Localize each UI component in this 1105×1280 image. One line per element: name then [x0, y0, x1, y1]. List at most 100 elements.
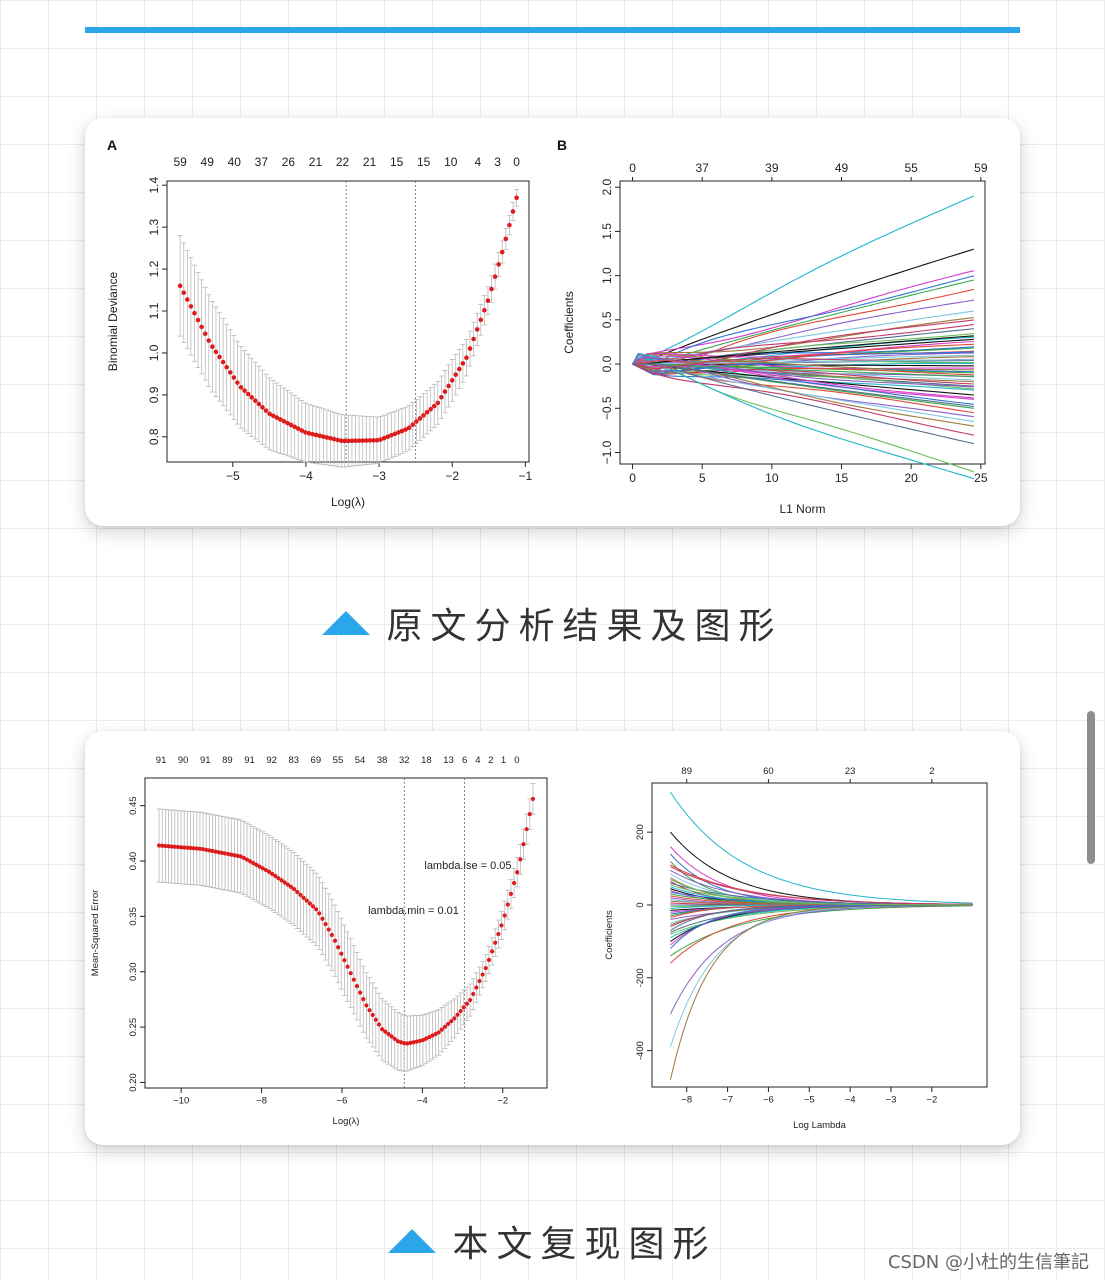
top-axis-label: 4 — [475, 755, 480, 766]
cv-point — [345, 964, 350, 969]
cv-point — [323, 922, 328, 927]
cv-point — [414, 1039, 419, 1044]
cv-point — [342, 958, 347, 963]
cv-point — [464, 355, 469, 361]
coefficient-path-line — [632, 346, 974, 372]
triangle-icon — [388, 1229, 437, 1253]
cv-point — [238, 854, 243, 859]
coefficient-path-line — [632, 324, 974, 369]
cv-point — [449, 378, 455, 383]
cv-point — [172, 844, 177, 849]
cv-point — [288, 884, 294, 889]
cv-point — [392, 1036, 397, 1041]
y-tick-label: 1.3 — [147, 218, 161, 235]
cv-point — [266, 869, 272, 874]
cv-point — [376, 1022, 382, 1027]
cv-point — [507, 222, 512, 228]
cv-point — [499, 249, 505, 255]
coefficient-path-line — [632, 363, 974, 377]
coefficient-path-line — [669, 904, 973, 1048]
cv-point — [478, 317, 484, 323]
original-figures-svg: A B −5 −4 −3 −2 −1 0.8 0.9 1.0 1.1 1.2 1.3 1.4 59 49 4… — [106, 137, 988, 516]
cv-point — [399, 428, 405, 434]
y-tick-label: 0.9 — [147, 386, 161, 403]
top-axis-label: 90 — [178, 755, 189, 766]
y-tick-label: 1.2 — [147, 260, 161, 277]
chart-a-marks — [177, 181, 520, 468]
cv-point — [231, 375, 237, 380]
cv-point — [354, 984, 360, 989]
cv-point — [371, 438, 376, 443]
y-tick-label: 1.4 — [147, 177, 161, 194]
cv-point — [424, 410, 430, 415]
cv-point — [455, 1012, 460, 1017]
x-tick-label: −2 — [926, 1095, 937, 1106]
cv-point — [185, 297, 190, 302]
top-axis-label: 37 — [255, 155, 269, 169]
x-tick-label: 5 — [699, 471, 706, 485]
cv-point — [181, 290, 187, 295]
plot-frame — [651, 782, 988, 1088]
cv-point — [502, 913, 507, 918]
cv-point — [414, 419, 419, 424]
chart-c-marks: lambda.lse = 0.05 lambda.min = 0.01 — [156, 778, 536, 1088]
cv-point — [482, 307, 487, 313]
cv-point — [303, 430, 308, 435]
cv-point — [530, 796, 536, 802]
top-axis-label: 6 — [462, 755, 467, 766]
cv-point — [274, 415, 280, 420]
cv-point — [202, 331, 208, 337]
cv-point — [489, 286, 494, 292]
y-tick-label: 0.30 — [128, 963, 139, 982]
top-axis-label: 4 — [474, 155, 481, 169]
x-tick-label: −6 — [763, 1095, 774, 1106]
cv-point — [424, 1036, 429, 1041]
reproduction-figures-svg: −10 −8 −6 −4 −2 0.20 0.25 0.30 0.35 0.40 0.45 91 90 9… — [90, 755, 988, 1131]
cv-point — [232, 853, 237, 858]
cv-point — [310, 431, 315, 437]
cv-point — [505, 902, 510, 907]
cv-point — [467, 997, 473, 1003]
coefficient-path-line — [632, 279, 975, 365]
coefficient-path-line — [670, 866, 973, 905]
chart-b-lines — [632, 195, 975, 480]
cv-point — [431, 403, 437, 409]
x-tick-label: 10 — [765, 471, 779, 485]
cv-point — [292, 424, 297, 430]
cv-point — [197, 846, 203, 851]
cv-point — [521, 842, 526, 847]
y-tick-label: 200 — [635, 824, 646, 840]
cv-point — [331, 436, 337, 442]
cv-point — [402, 1041, 407, 1046]
cv-point — [195, 317, 201, 323]
cv-point — [405, 1041, 410, 1046]
cv-point — [358, 990, 363, 995]
cv-point — [496, 262, 501, 267]
cv-point — [427, 1034, 432, 1040]
top-axis-label: 91 — [200, 755, 211, 766]
cv-point — [380, 1027, 385, 1032]
cv-point — [499, 923, 504, 928]
coefficient-path-line — [632, 335, 974, 365]
cv-point — [206, 338, 212, 343]
x-tick-label: −8 — [681, 1095, 692, 1106]
cv-point — [307, 901, 312, 906]
coefficient-path-line — [632, 319, 974, 370]
x-tick-label: 20 — [904, 471, 918, 485]
top-axis-label: 1 — [501, 755, 506, 766]
coefficient-path-line — [632, 275, 975, 367]
scrollbar-thumb[interactable] — [1087, 711, 1095, 864]
cv-point — [420, 1038, 426, 1043]
y-tick-label: 1.0 — [600, 267, 614, 284]
cv-point — [335, 437, 340, 443]
cv-point — [378, 437, 383, 442]
cv-point — [464, 1001, 470, 1006]
y-tick-label: 0.25 — [128, 1018, 139, 1037]
coefficient-path-line — [632, 363, 974, 408]
cv-point — [446, 1021, 451, 1027]
csdn-watermark: CSDN @小杜的生信筆記 — [887, 1252, 1089, 1273]
cv-point — [511, 880, 517, 886]
panel-label-b: B — [557, 137, 567, 153]
reproduction-caption-text: 本文复现图形 — [452, 1224, 717, 1265]
top-axis-label: 89 — [681, 766, 692, 777]
